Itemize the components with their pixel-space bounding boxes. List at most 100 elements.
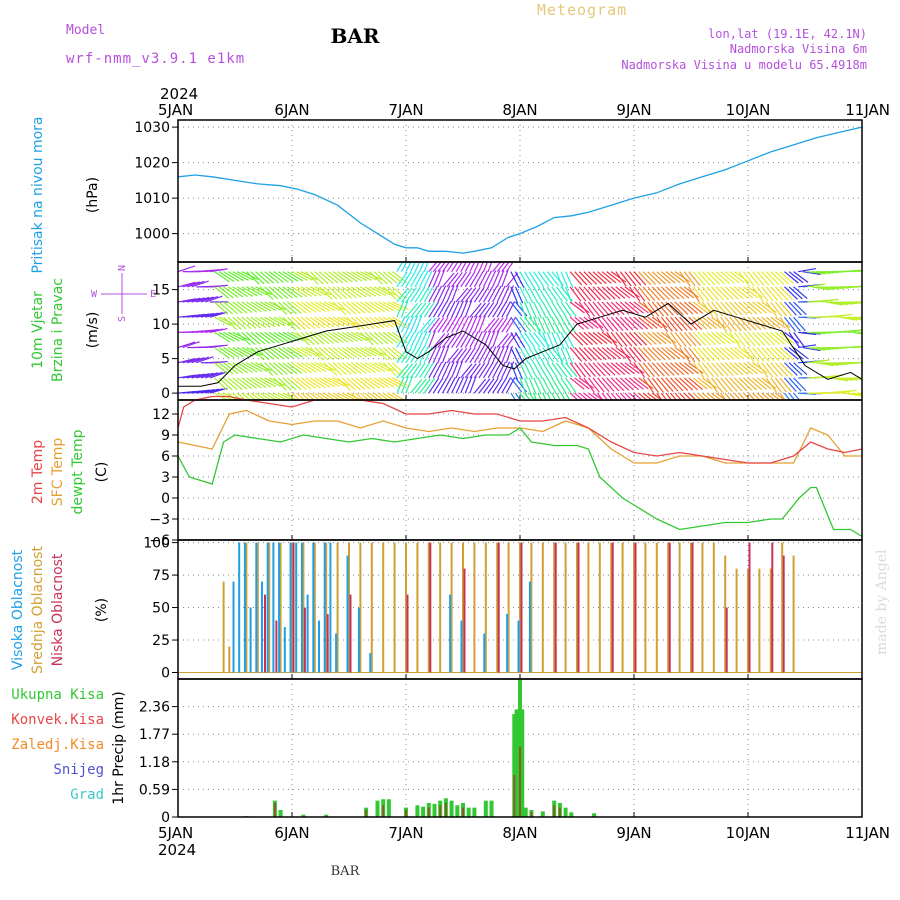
wind-arrow — [487, 301, 499, 318]
wind-arrow — [775, 316, 791, 329]
wind-arrow — [555, 301, 567, 318]
wind-arrow — [633, 316, 648, 330]
wind-arrow — [259, 362, 274, 376]
wind-arrow — [578, 286, 592, 302]
temperature-panel: −6 −3 0 3 6 9 12 — [149, 395, 863, 549]
wind-arrow — [688, 301, 704, 314]
bottom-tick-label: 5JAN — [158, 824, 193, 842]
wind-arrow — [241, 316, 257, 329]
wind-arrow — [720, 331, 736, 344]
wind-arrow — [360, 286, 377, 297]
cloud-mid-bar — [690, 542, 692, 673]
pressure-unit: (hPa) — [85, 177, 101, 213]
wind-arrow — [565, 347, 574, 365]
wind-arrow — [455, 271, 468, 288]
wind-arrow — [706, 392, 717, 400]
wind-arrow — [542, 271, 555, 287]
wind-arrow — [720, 362, 734, 376]
wind-arrow — [227, 286, 244, 298]
wind-arrow — [268, 331, 285, 343]
wind-arrow — [642, 377, 654, 393]
precip-conv-bar — [558, 807, 561, 817]
cloud-mid-bar — [633, 542, 635, 673]
wind-arrow — [679, 271, 691, 287]
precip-total-bar — [449, 800, 454, 817]
wind-arrow — [514, 286, 524, 304]
cloud-unit: (%) — [94, 598, 110, 622]
wind-arrow — [355, 286, 372, 298]
wind-arrow — [469, 302, 482, 318]
wind-arrow — [610, 301, 625, 315]
wind-arrow — [688, 347, 701, 363]
cloud-mid-bar — [291, 542, 293, 673]
wind-arrow — [469, 376, 477, 394]
wind-arrow — [191, 296, 210, 303]
precip-conv-bar — [553, 805, 556, 817]
wind-arrow — [291, 316, 306, 330]
cloud-low-bar — [634, 542, 637, 673]
precip-total-bar — [540, 811, 545, 817]
wind-arrow — [629, 331, 643, 346]
wind-arrow — [223, 347, 240, 358]
wind-arrow — [770, 271, 785, 285]
wind-arrow — [473, 302, 486, 318]
wind-arrow — [537, 286, 549, 303]
wind-arrow — [829, 301, 848, 306]
wind-arrow — [309, 392, 321, 400]
wind-arrow — [574, 392, 584, 400]
wind-arrow — [674, 301, 689, 315]
wind-arrow — [702, 392, 712, 400]
wind-arrow — [273, 301, 288, 315]
wind-arrow — [455, 347, 468, 364]
wind-arrow — [724, 286, 739, 300]
wind-arrow — [665, 271, 681, 284]
wind-arrow — [287, 377, 302, 391]
wind-arrow — [423, 346, 433, 364]
wind-arrow — [724, 377, 738, 392]
wind-arrow — [546, 377, 557, 394]
wind-arrow — [720, 271, 735, 284]
wind-arrow — [300, 331, 315, 346]
wind-arrow — [665, 392, 673, 400]
y-tick-label: 9 — [161, 428, 170, 444]
wind-arrow — [309, 347, 324, 361]
wind-arrow — [350, 377, 366, 390]
precip-conv-bar — [365, 809, 368, 817]
top-tick-label: 8JAN — [502, 101, 537, 119]
wind-arrow — [610, 332, 623, 348]
bottom-tick-label: 10JAN — [726, 824, 771, 842]
model-name: wrf-nmm_v3.9.1 e1km — [66, 51, 245, 67]
wind-arrow — [556, 286, 568, 302]
cloud-mid-bar — [325, 542, 328, 673]
wind-arrow — [419, 378, 431, 394]
wind-arrow — [765, 331, 780, 345]
wind-arrow — [487, 317, 500, 333]
wind-arrow — [405, 376, 414, 394]
wind-arrow — [487, 362, 498, 379]
wind-arrow — [223, 316, 237, 331]
wind-arrow — [606, 286, 621, 300]
wind-arrow — [259, 301, 277, 312]
wind-arrow — [473, 286, 485, 303]
wind-arrow — [318, 331, 335, 344]
cloud-high-bar — [483, 633, 486, 673]
wind-arrow — [651, 362, 665, 377]
wind-arrow — [660, 362, 675, 376]
wind-arrow — [419, 302, 431, 318]
cloud-mid-bar — [484, 542, 487, 673]
wind-arrow — [378, 301, 395, 312]
wind-arrow — [588, 316, 604, 329]
wind-arrow — [369, 362, 386, 373]
wind-arrow — [820, 362, 839, 366]
wind-arrow — [355, 377, 371, 390]
wind-arrow — [510, 347, 520, 365]
wind-arrow — [378, 377, 395, 388]
cloud-mid-bar — [769, 568, 772, 673]
wind-arrow — [638, 301, 654, 313]
cloud-high-bar — [449, 594, 452, 673]
wind-arrow — [597, 392, 604, 400]
wind-arrow — [305, 392, 316, 400]
wind-arrow — [350, 316, 365, 330]
wind-ylabel-1: 10m Vjetar — [30, 291, 46, 369]
wind-arrow — [656, 362, 670, 377]
